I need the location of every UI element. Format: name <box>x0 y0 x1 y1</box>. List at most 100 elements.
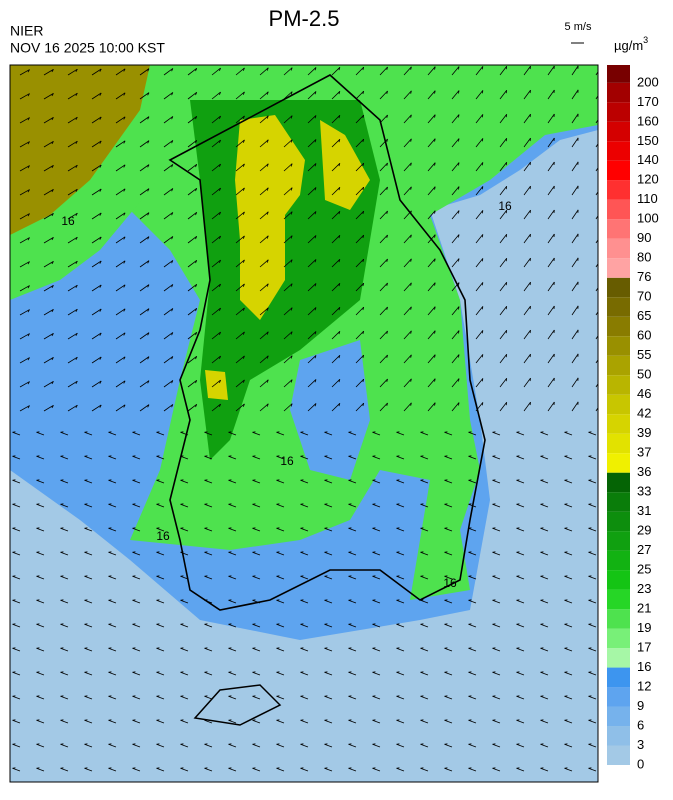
colorbar-segment <box>607 395 630 414</box>
colorbar-segment <box>607 531 630 550</box>
wind-arrow-head <box>482 378 483 381</box>
colorbar-segment <box>607 726 630 745</box>
wind-scale: 5 m/s <box>565 21 592 33</box>
wind-arrow-head <box>458 403 459 406</box>
wind-arrow-head <box>482 186 483 189</box>
colorbar-label: 90 <box>637 230 651 245</box>
colorbar-label: 37 <box>637 445 651 460</box>
wind-arrow-head <box>482 330 483 333</box>
colorbar-segment <box>607 434 630 453</box>
colorbar-label: 120 <box>637 172 659 187</box>
colorbar-label: 76 <box>637 269 651 284</box>
colorbar-segment <box>607 102 630 121</box>
colorbar-segment <box>607 375 630 394</box>
wind-arrow-head <box>458 187 459 190</box>
colorbar-segment <box>607 83 630 102</box>
colorbar-segment <box>607 648 630 667</box>
colorbar-label: 150 <box>637 133 659 148</box>
wind-arrow-head <box>458 163 459 166</box>
colorbar-segment <box>607 492 630 511</box>
wind-arrow-head <box>482 162 483 165</box>
colorbar-segment <box>607 629 630 648</box>
colorbar-label: 6 <box>637 717 644 732</box>
wind-arrow-head <box>482 402 483 405</box>
colorbar-label: 0 <box>637 756 644 771</box>
contour-label: 16 <box>498 199 512 213</box>
wind-arrow-head <box>482 138 483 141</box>
colorbar-label: 17 <box>637 639 651 654</box>
colorbar-segment <box>607 590 630 609</box>
wind-arrow-head <box>458 283 459 286</box>
wind-arrow-head <box>458 211 459 214</box>
colorbar-segment <box>607 141 630 160</box>
colorbar-label: 25 <box>637 562 651 577</box>
colorbar-label: 160 <box>637 113 659 128</box>
colorbar-label: 16 <box>637 659 651 674</box>
colorbar-label: 31 <box>637 503 651 518</box>
wind-arrow-head <box>482 234 483 237</box>
wind-arrow-head <box>482 210 483 213</box>
contour-label: 16 <box>156 529 170 543</box>
wind-arrow-head <box>458 355 459 358</box>
wind-arrow-head <box>482 354 483 357</box>
title: PM-2.5 <box>269 6 340 31</box>
colorbar-segment <box>607 278 630 297</box>
wind-arrow-head <box>482 306 483 309</box>
colorbar-segment <box>607 356 630 375</box>
timestamp: NOV 16 2025 10:00 KST <box>10 40 165 56</box>
wind-arrow-head <box>458 379 459 382</box>
colorbar-segment <box>607 336 630 355</box>
colorbar-segment <box>607 239 630 258</box>
wind-arrow-head <box>458 91 459 94</box>
colorbar-label: 27 <box>637 542 651 557</box>
contour-label: 16 <box>280 454 294 468</box>
colorbar-label: 9 <box>637 698 644 713</box>
colorbar-segment <box>607 297 630 316</box>
colorbar-segment <box>607 609 630 628</box>
colorbar-segment <box>607 317 630 336</box>
colorbar-segment <box>607 687 630 706</box>
wind-arrow-head <box>458 115 459 118</box>
colorbar-label: 60 <box>637 328 651 343</box>
wind-arrow-head <box>482 114 483 117</box>
colorbar-label: 19 <box>637 620 651 635</box>
colorbar-label: 33 <box>637 484 651 499</box>
colorbar-segment <box>607 161 630 180</box>
colorbar-segment <box>607 746 630 765</box>
zone-yellow-3 <box>205 370 228 400</box>
wind-arrow-head <box>458 235 459 238</box>
colorbar-label: 36 <box>637 464 651 479</box>
colorbar-segment <box>607 473 630 492</box>
map <box>10 65 602 782</box>
colorbar-label: 21 <box>637 601 651 616</box>
colorbar-segment <box>607 453 630 472</box>
contour-label: 16 <box>443 576 457 590</box>
colorbar-label: 12 <box>637 678 651 693</box>
colorbar-segment <box>607 414 630 433</box>
colorbar-label: 50 <box>637 367 651 382</box>
wind-arrow-head <box>482 90 483 93</box>
wind-arrow-head <box>458 67 459 70</box>
colorbar-segment <box>607 219 630 238</box>
colorbar-label: 70 <box>637 289 651 304</box>
wind-arrow-head <box>458 331 459 334</box>
colorbar-segment <box>607 512 630 531</box>
colorbar-segment <box>607 570 630 589</box>
colorbar-label: 140 <box>637 152 659 167</box>
colorbar-label: 3 <box>637 737 644 752</box>
colorbar-label: 42 <box>637 406 651 421</box>
colorbar-label: 55 <box>637 347 651 362</box>
colorbar-label: 23 <box>637 581 651 596</box>
colorbar-label: 39 <box>637 425 651 440</box>
colorbar-label: 110 <box>637 191 658 206</box>
colorbar-segment <box>607 258 630 277</box>
colorbar-label: 100 <box>637 211 659 226</box>
colorbar-segment <box>607 707 630 726</box>
agency: NIER <box>10 23 43 39</box>
wind-arrow-head <box>458 307 459 310</box>
colorbar-label: 80 <box>637 250 651 265</box>
wind-arrow-head <box>482 258 483 261</box>
colorbar-label: 46 <box>637 386 651 401</box>
colorbar-label: 29 <box>637 523 651 538</box>
